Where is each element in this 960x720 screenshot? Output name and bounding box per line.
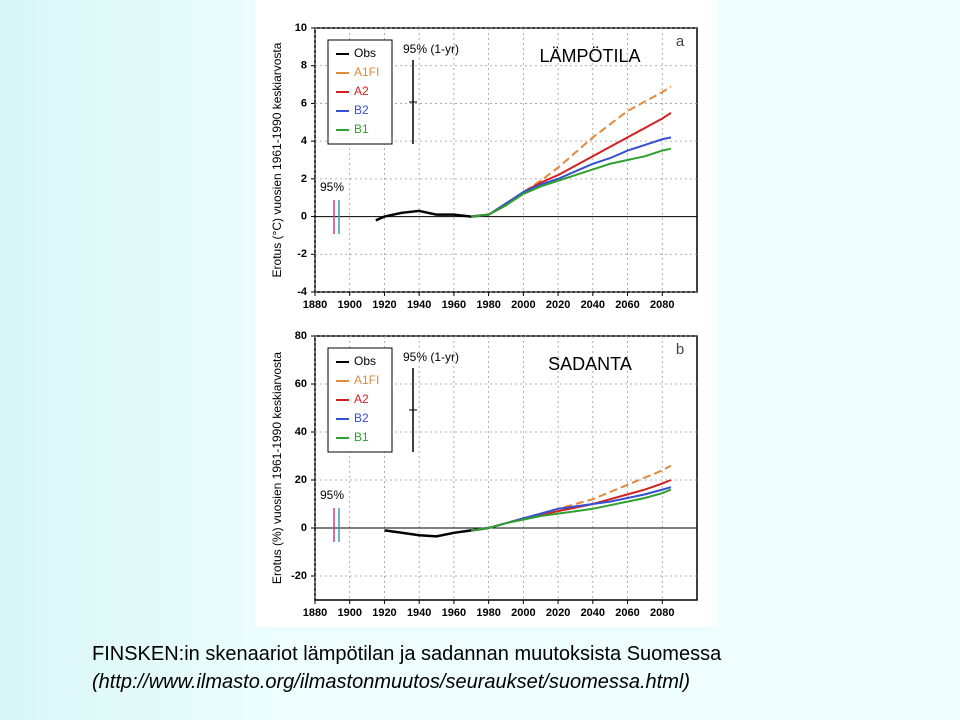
figure-background: [255, 0, 718, 627]
x-tick-label: 1920: [372, 607, 396, 619]
x-tick-label: 1940: [407, 607, 431, 619]
series-line: [471, 464, 672, 532]
y-tick-label: 8: [301, 60, 307, 72]
x-tick-label: 1960: [442, 607, 466, 619]
series-line: [471, 147, 672, 218]
x-tick-label: 2020: [546, 607, 570, 619]
chart-title: SADANTA: [548, 354, 632, 374]
y-tick-label: 6: [301, 97, 307, 109]
y-tick-label: 40: [295, 426, 307, 438]
x-tick-label: 1900: [337, 607, 361, 619]
annotation: 95%: [320, 488, 344, 502]
x-tick-label: 2060: [615, 607, 639, 619]
legend-label: B2: [354, 411, 369, 425]
x-tick-label: 1980: [476, 299, 500, 311]
y-tick-label: 4: [301, 135, 308, 147]
y-tick-label: 20: [295, 474, 307, 486]
x-tick-label: 2040: [581, 299, 605, 311]
y-tick-label: -2: [297, 248, 307, 260]
caption: FINSKEN:in skenaariot lämpötilan ja sada…: [92, 643, 722, 665]
x-tick-label: 1980: [476, 607, 500, 619]
caption-url: (http://www.ilmasto.org/ilmastonmuutos/s…: [92, 671, 690, 693]
x-tick-label: 2020: [546, 299, 570, 311]
x-tick-label: 2080: [650, 607, 674, 619]
legend-label: A2: [354, 392, 369, 406]
x-tick-label: 2000: [511, 299, 535, 311]
y-tick-label: 0: [301, 522, 307, 534]
legend-label: B1: [354, 122, 369, 136]
x-tick-label: 2080: [650, 299, 674, 311]
chart-title: LÄMPÖTILA: [539, 46, 640, 66]
y-tick-label: 0: [301, 210, 307, 222]
panel-letter: a: [676, 33, 685, 50]
x-tick-label: 1960: [442, 299, 466, 311]
x-tick-label: 1880: [303, 299, 327, 311]
y-tick-label: 10: [295, 22, 307, 34]
legend-label: Obs: [354, 354, 376, 368]
legend-label: B2: [354, 103, 369, 117]
legend-label: A1FI: [354, 65, 379, 79]
x-tick-label: 2060: [615, 299, 639, 311]
y-tick-label: 80: [295, 330, 307, 342]
y-tick-label: 60: [295, 378, 307, 390]
legend-label: B1: [354, 430, 369, 444]
panel-letter: b: [676, 341, 684, 358]
legend-label: A2: [354, 84, 369, 98]
series-line: [375, 209, 489, 222]
legend-label: A1FI: [354, 373, 379, 387]
x-tick-label: 2040: [581, 607, 605, 619]
annotation: 95% (1-yr): [403, 42, 459, 56]
series-line: [471, 136, 672, 218]
annotation: 95% (1-yr): [403, 350, 459, 364]
series-line: [471, 488, 672, 532]
y-axis-label: Erotus (°C) vuosien 1961-1990 keskiarvos…: [270, 42, 284, 277]
y-tick-label: 2: [301, 173, 307, 185]
y-axis-label: Erotus (%) vuosien 1961-1990 keskiarvost…: [270, 352, 284, 584]
legend-label: Obs: [354, 46, 376, 60]
x-tick-label: 1920: [372, 299, 396, 311]
annotation: 95%: [320, 180, 344, 194]
y-tick-label: -4: [297, 286, 308, 298]
y-tick-label: -20: [291, 570, 307, 582]
x-tick-label: 1900: [337, 299, 361, 311]
x-tick-label: 1880: [303, 607, 327, 619]
x-tick-label: 1940: [407, 299, 431, 311]
x-tick-label: 2000: [511, 607, 535, 619]
